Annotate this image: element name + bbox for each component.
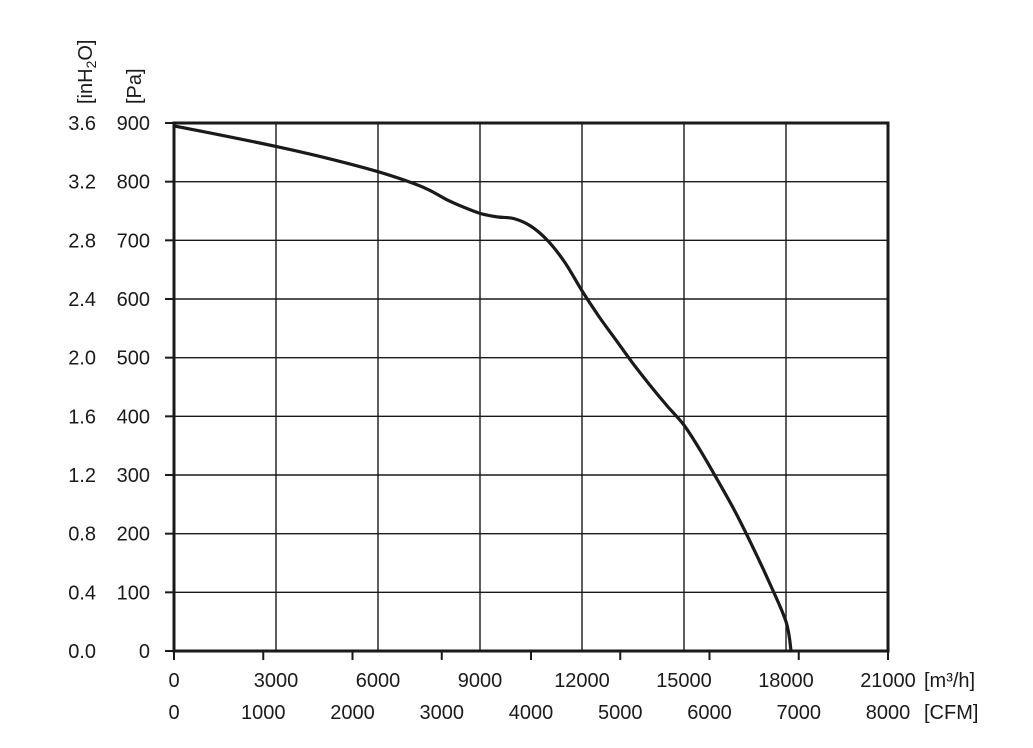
inh2o-tick-label-1: 0.4: [68, 582, 96, 604]
inh2o-tick-label-6: 2.4: [68, 289, 96, 311]
pa-tick-label-2: 200: [117, 524, 150, 546]
inh2o-tick-label-8: 3.2: [68, 172, 96, 194]
cfm-tick-label-7: 7000: [777, 702, 822, 724]
fan-curve-series-0: [172, 124, 793, 653]
m3h-tick-label-5: 15000: [656, 670, 712, 692]
cfm-tick-label-5: 5000: [598, 702, 643, 724]
pa-unit-label: [Pa]: [124, 68, 146, 104]
m3h-unit-label: [m³/h]: [924, 670, 975, 692]
cfm-tick-label-1: 1000: [241, 702, 286, 724]
m3h-tick-label-6: 18000: [758, 670, 814, 692]
pa-tick-label-8: 800: [117, 172, 150, 194]
pa-tick-label-5: 500: [117, 348, 150, 370]
pa-tick-label-7: 700: [117, 230, 150, 252]
pa-tick-label-9: 900: [117, 113, 150, 135]
inh2o-unit-label: [inH2O]: [75, 40, 99, 105]
cfm-tick-label-3: 3000: [420, 702, 465, 724]
pa-tick-label-1: 100: [117, 582, 150, 604]
inh2o-tick-label-3: 1.2: [68, 465, 96, 487]
m3h-tick-label-2: 6000: [356, 670, 401, 692]
inh2o-tick-label-4: 1.6: [68, 406, 96, 428]
cfm-unit-label: [CFM]: [924, 702, 978, 724]
m3h-tick-label-3: 9000: [458, 670, 503, 692]
cfm-tick-label-6: 6000: [687, 702, 732, 724]
pa-tick-label-0: 0: [139, 641, 150, 663]
plot-frame: [165, 121, 890, 660]
inh2o-tick-label-5: 2.0: [68, 348, 96, 370]
inh2o-tick-label-9: 3.6: [68, 113, 96, 135]
inh2o-tick-label-7: 2.8: [68, 230, 96, 252]
m3h-tick-label-7: 21000: [860, 670, 916, 692]
pa-tick-label-3: 300: [117, 465, 150, 487]
cfm-tick-label-4: 4000: [509, 702, 554, 724]
m3h-tick-label-4: 12000: [554, 670, 610, 692]
m3h-tick-label-1: 3000: [254, 670, 299, 692]
pa-tick-label-6: 600: [117, 289, 150, 311]
inh2o-tick-label-2: 0.8: [68, 524, 96, 546]
pa-tick-label-4: 400: [117, 406, 150, 428]
cfm-tick-label-0: 0: [168, 702, 179, 724]
m3h-tick-label-0: 0: [168, 670, 179, 692]
cfm-tick-label-2: 2000: [330, 702, 375, 724]
grid: [173, 122, 889, 652]
tick-labels: 0 100 200 300 400 500 600 700 800 900 0.0 0.4 0.8 1.2…: [68, 40, 978, 725]
curve-layer: [172, 124, 793, 653]
cfm-tick-label-8: 8000: [866, 702, 911, 724]
plot-border: [172, 121, 890, 653]
inh2o-tick-label-0: 0.0: [68, 641, 96, 663]
